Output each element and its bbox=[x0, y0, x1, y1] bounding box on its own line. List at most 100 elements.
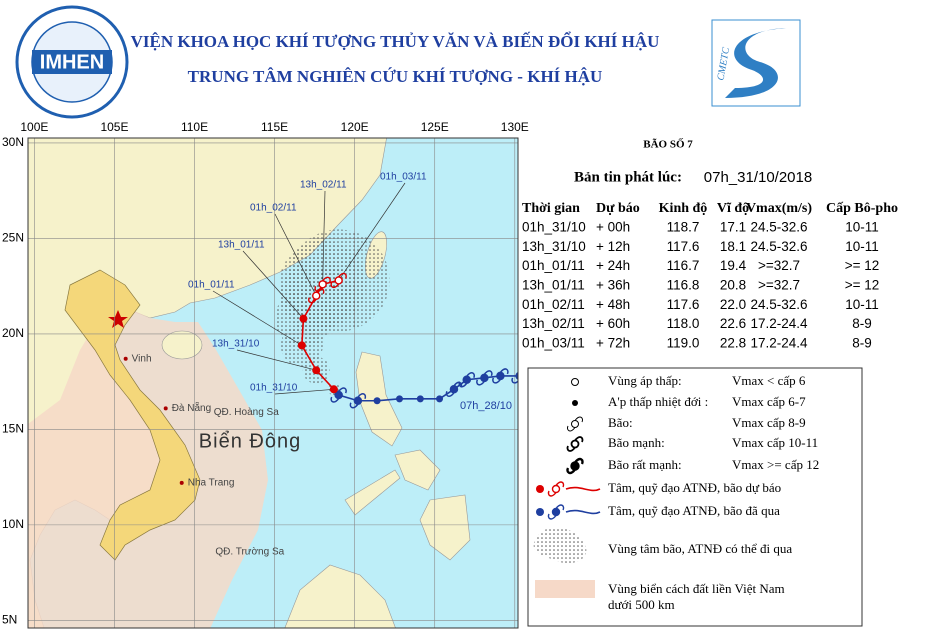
capital-star bbox=[108, 310, 128, 328]
table-cell: 01h_03/11 bbox=[522, 335, 585, 350]
legend-label: Tâm, quỹ đạo ATNĐ, bão đã qua bbox=[608, 503, 780, 518]
legend-label: Bão: bbox=[608, 415, 633, 430]
lat-tick-label: 10N bbox=[2, 517, 24, 531]
forecast-time-label: 01h_01/11 bbox=[188, 280, 235, 291]
table-cell: + 72h bbox=[596, 335, 630, 350]
storm-arms bbox=[445, 381, 463, 397]
lon-tick-label: 120E bbox=[341, 120, 369, 134]
table-cell: 20.8 bbox=[720, 277, 746, 292]
table-cell: 8-9 bbox=[852, 316, 872, 331]
hainan bbox=[161, 330, 203, 360]
borneo bbox=[284, 564, 396, 628]
table-cell: 116.8 bbox=[667, 277, 700, 292]
storm-center bbox=[329, 385, 338, 394]
table-cell: >=32.7 bbox=[758, 258, 800, 273]
leader-line bbox=[338, 182, 406, 281]
symbol bbox=[536, 508, 544, 516]
storm-arms bbox=[330, 272, 347, 289]
table-cell: 18.1 bbox=[720, 239, 746, 254]
table-header: Vĩ độ bbox=[717, 201, 749, 216]
place-label: QĐ. Hoàng Sa bbox=[214, 407, 279, 418]
table-cell: 117.6 bbox=[667, 297, 700, 312]
table-cell: 19.4 bbox=[720, 258, 747, 273]
storm-center bbox=[551, 484, 561, 494]
storm-center bbox=[353, 396, 363, 406]
storm-center bbox=[515, 371, 518, 380]
storm-arms bbox=[314, 276, 331, 292]
table-cell: 116.7 bbox=[667, 258, 700, 273]
forecast-position bbox=[312, 366, 321, 375]
past-position bbox=[492, 368, 509, 384]
table-cell: + 60h bbox=[596, 316, 630, 331]
storm-arms bbox=[566, 457, 584, 475]
forecast-time-label: 01h_02/11 bbox=[250, 203, 297, 214]
table-cell: + 00h bbox=[596, 220, 630, 235]
leader-line bbox=[242, 250, 304, 319]
table-cell: 17.2-24.4 bbox=[750, 316, 808, 331]
lon-tick-label: 105E bbox=[100, 120, 128, 134]
lat-tick-label: 15N bbox=[2, 422, 24, 436]
past-track-label: 07h_28/10 bbox=[460, 400, 512, 412]
past-position bbox=[349, 393, 367, 409]
leader-line bbox=[322, 190, 326, 285]
lat-tick-label: 20N bbox=[2, 326, 24, 340]
legend-label: Bão mạnh: bbox=[608, 435, 665, 450]
philippine-islands bbox=[344, 449, 471, 561]
lat-tick-label: 25N bbox=[2, 231, 24, 245]
issued-time: 07h_31/10/2018 bbox=[704, 169, 812, 186]
legend-note: Vmax cấp 6-7 bbox=[732, 394, 806, 409]
table-cell: + 12h bbox=[596, 239, 630, 254]
symbol bbox=[535, 580, 595, 598]
legend-note: Vmax cấp 10-11 bbox=[732, 435, 818, 450]
storm-name: BÃO SỐ 7 bbox=[643, 138, 693, 151]
lat-tick-label: 5N bbox=[2, 613, 17, 627]
table-cell: + 36h bbox=[596, 277, 630, 292]
past-position bbox=[436, 395, 444, 403]
place-label: QĐ. Trường Sa bbox=[215, 546, 284, 557]
storm-center bbox=[480, 373, 489, 383]
table-cell: 17.2-24.4 bbox=[750, 335, 808, 350]
legend-symbol bbox=[566, 457, 584, 475]
legend-label: Vùng tâm bão, ATNĐ có thể đi qua bbox=[608, 541, 792, 556]
storm-arms bbox=[511, 377, 518, 384]
storm-center bbox=[496, 371, 505, 381]
storm-center bbox=[462, 375, 472, 385]
table-header: Kinh độ bbox=[659, 201, 708, 216]
storm-center bbox=[373, 397, 381, 405]
table-cell: 22.6 bbox=[720, 316, 746, 331]
legend-symbol bbox=[566, 436, 584, 452]
symbol bbox=[565, 486, 601, 492]
legend-label: Vùng biển cách đất liền Việt Nam bbox=[608, 581, 785, 596]
storm-arms bbox=[349, 393, 367, 409]
table-cell: 24.5-32.6 bbox=[750, 239, 807, 254]
lon-tick-label: 125E bbox=[421, 120, 449, 134]
issued-label: Bản tin phát lúc: bbox=[574, 169, 682, 185]
table-cell: + 48h bbox=[596, 297, 630, 312]
legend-symbol bbox=[572, 400, 578, 406]
symbol bbox=[572, 400, 578, 406]
leader-line bbox=[274, 213, 317, 296]
place-label: Đà Nẵng bbox=[172, 401, 211, 414]
storm-center bbox=[571, 420, 579, 428]
lon-tick-label: 100E bbox=[20, 120, 48, 134]
symbol bbox=[571, 378, 579, 386]
forecast-position bbox=[297, 341, 306, 350]
storm-center bbox=[334, 276, 343, 285]
sea-label: Biển Đông bbox=[199, 430, 301, 452]
storm-center bbox=[396, 395, 404, 403]
table-cell: >=32.7 bbox=[758, 277, 800, 292]
table-cell: 117.6 bbox=[667, 239, 700, 254]
table-cell: 118.7 bbox=[667, 220, 700, 235]
forecast-position bbox=[299, 314, 308, 323]
legend-label: Tâm, quỹ đạo ATNĐ, bão dự báo bbox=[608, 480, 781, 495]
table-cell: 119.0 bbox=[667, 335, 700, 350]
forecast-position bbox=[329, 385, 338, 394]
lon-tick-label: 110E bbox=[181, 120, 208, 134]
table-header: Dự báo bbox=[596, 201, 640, 216]
table-cell: >= 12 bbox=[845, 258, 880, 273]
near-shore-zone bbox=[28, 300, 268, 628]
table-header: Vmax(m/s) bbox=[746, 201, 812, 216]
map bbox=[28, 138, 518, 628]
forecast-time-label: 13h_02/11 bbox=[300, 180, 347, 191]
